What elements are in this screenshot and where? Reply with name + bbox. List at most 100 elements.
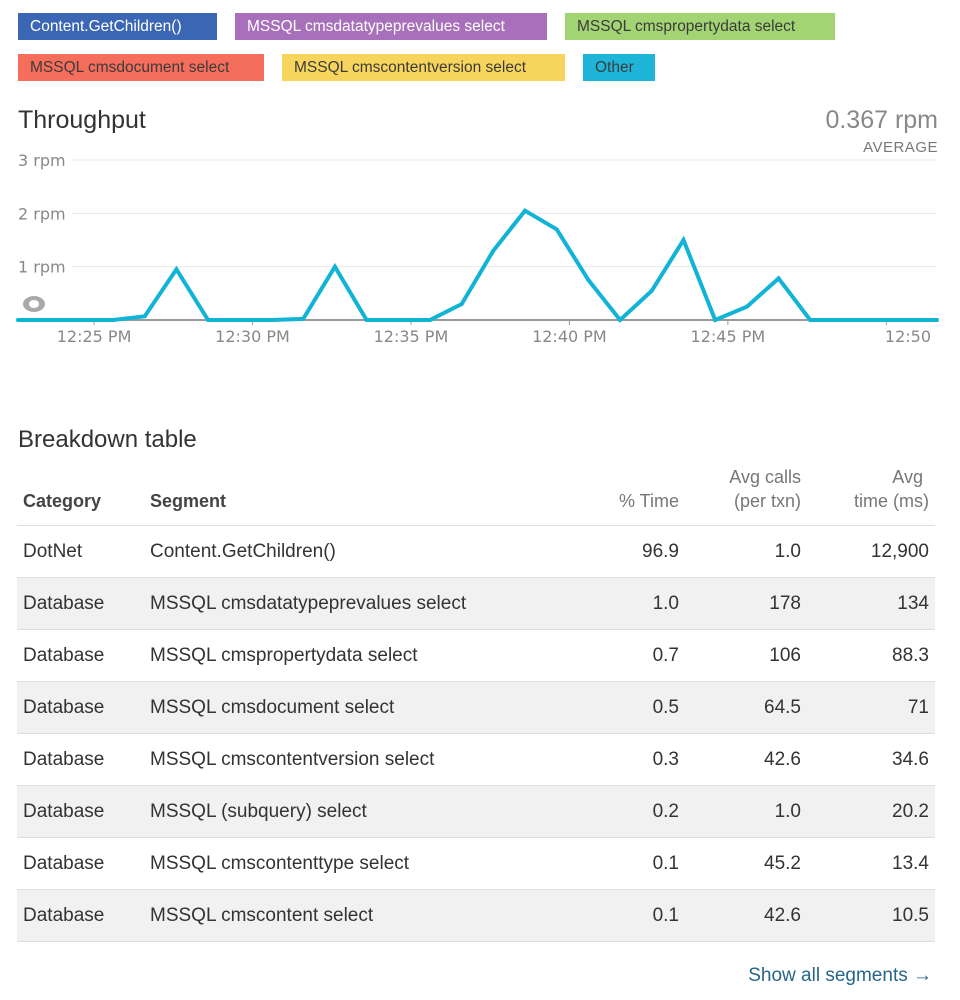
x-tick-label: 12:45 PM (691, 327, 766, 346)
x-tick-label: 12:40 PM (532, 327, 607, 346)
cell-avg-calls: 1.0 (685, 525, 807, 578)
cell-avg-calls: 178 (685, 577, 807, 630)
data-point (111, 318, 116, 322)
throughput-title: Throughput (18, 106, 146, 134)
cell-avg-calls: 64.5 (685, 681, 807, 734)
cell-segment-link[interactable]: MSSQL cmsdocument select (144, 681, 587, 734)
data-point (142, 314, 147, 319)
cell-segment-link[interactable]: MSSQL cmscontent select (144, 889, 587, 942)
header-avg-time-line1: Avg (892, 467, 923, 487)
data-point (269, 318, 274, 322)
cell-time-pct: 0.1 (587, 889, 685, 942)
cell-avg-time: 20.2 (807, 785, 935, 838)
cell-segment-link[interactable]: MSSQL cmsdatatypeprevalues select (144, 577, 587, 630)
cell-avg-time: 134 (807, 577, 935, 630)
chart-x-tick-labels: 12:25 PM 12:30 PM 12:35 PM 12:40 PM 12:45 PM… (57, 320, 931, 346)
cell-category: Database (17, 577, 144, 630)
data-point (586, 278, 591, 282)
data-point (459, 302, 464, 306)
cell-segment: Content.GetChildren() (144, 525, 587, 578)
legend-chip-cmspropertydata[interactable]: MSSQL cmspropertydata select (565, 13, 835, 40)
x-tick-label: 12:25 PM (57, 327, 132, 346)
data-point (364, 318, 369, 322)
header-avg-calls-line2: (per txn) (733, 491, 801, 511)
cell-avg-time: 12,900 (807, 525, 935, 578)
data-point (427, 318, 432, 322)
cell-category: Database (17, 837, 144, 890)
data-point (16, 318, 20, 322)
data-point (47, 318, 52, 322)
data-point (396, 318, 401, 322)
throughput-chart: 3 rpm 2 rpm 1 rpm 12:25 PM 12:30 PM 12:35 PM… (16, 151, 939, 346)
y-tick-label: 3 rpm (18, 151, 66, 170)
data-point (903, 318, 908, 322)
table-header-row: Category Segment % Time Avg calls (per t… (17, 465, 935, 526)
cell-category: DotNet (17, 525, 144, 578)
legend-chip-other[interactable]: Other (583, 54, 655, 81)
data-point (174, 267, 179, 272)
cell-segment-link[interactable]: MSSQL (subquery) select (144, 785, 587, 838)
data-point (808, 318, 813, 322)
cell-segment-link[interactable]: MSSQL cmscontenttype select (144, 837, 587, 890)
data-point (79, 318, 84, 322)
data-point (554, 227, 559, 232)
cell-avg-time: 10.5 (807, 889, 935, 942)
table-row: Database MSSQL cmspropertydata select 0.… (17, 629, 935, 682)
data-point (681, 238, 686, 242)
y-tick-label: 1 rpm (18, 258, 66, 277)
cell-category: Database (17, 785, 144, 838)
cell-avg-time: 34.6 (807, 733, 935, 786)
data-point (491, 248, 496, 253)
series-line-throughput (18, 208, 937, 323)
cell-avg-calls: 1.0 (685, 785, 807, 838)
cell-time-pct: 0.5 (587, 681, 685, 734)
cell-avg-calls: 106 (685, 629, 807, 682)
cell-avg-calls: 45.2 (685, 837, 807, 890)
throughput-average-value: 0.367 rpm (825, 106, 938, 134)
cell-category: Database (17, 889, 144, 942)
data-point (713, 318, 718, 322)
data-point (618, 318, 623, 322)
cell-avg-time: 88.3 (807, 629, 935, 682)
cell-time-pct: 0.3 (587, 733, 685, 786)
header-segment[interactable]: Segment (144, 465, 587, 526)
table-row: Database MSSQL cmscontenttype select 0.1… (17, 837, 935, 890)
cell-segment-link[interactable]: MSSQL cmscontentversion select (144, 733, 587, 786)
header-avg-time[interactable]: Avg time (ms) (807, 465, 935, 526)
table-row: Database MSSQL cmsdatatypeprevalues sele… (17, 577, 935, 630)
data-point (523, 208, 528, 213)
table-row: Database MSSQL cmscontent select 0.1 42.… (17, 889, 935, 942)
legend-chip-cmsdocument[interactable]: MSSQL cmsdocument select (18, 54, 264, 81)
cell-time-pct: 0.7 (587, 629, 685, 682)
legend-chip-cmscontentversion[interactable]: MSSQL cmscontentversion select (282, 54, 565, 81)
x-tick-label: 12:50 (885, 327, 931, 346)
cell-time-pct: 0.2 (587, 785, 685, 838)
legend-chip-cmsdatatypeprevalues[interactable]: MSSQL cmsdatatypeprevalues select (235, 13, 547, 40)
throughput-average-label: AVERAGE (863, 139, 938, 156)
header-avg-time-line2: time (ms) (854, 491, 929, 511)
data-point (206, 318, 211, 322)
data-point (332, 264, 337, 269)
chart-loading-indicator-icon[interactable] (23, 296, 45, 312)
cell-category: Database (17, 733, 144, 786)
show-all-segments-link[interactable]: Show all segments → (748, 965, 932, 986)
x-tick-label: 12:35 PM (374, 327, 449, 346)
data-point (301, 316, 306, 321)
data-point (776, 276, 781, 281)
cell-segment-link[interactable]: MSSQL cmspropertydata select (144, 629, 587, 682)
data-point (649, 288, 654, 293)
breakdown-table-title: Breakdown table (18, 426, 197, 453)
cell-time-pct: 0.1 (587, 837, 685, 890)
cell-avg-calls: 42.6 (685, 889, 807, 942)
data-point (935, 318, 939, 322)
table-row: Database MSSQL cmsdocument select 0.5 64… (17, 681, 935, 734)
header-time-pct[interactable]: % Time (587, 465, 685, 526)
data-point (839, 318, 844, 322)
header-avg-calls-line1: Avg calls (729, 467, 801, 487)
data-point (237, 318, 242, 322)
header-avg-calls[interactable]: Avg calls (per txn) (685, 465, 807, 526)
breakdown-table: Category Segment % Time Avg calls (per t… (17, 465, 935, 942)
y-tick-label: 2 rpm (18, 204, 66, 223)
header-category[interactable]: Category (17, 465, 144, 526)
legend-chip-content-getchildren[interactable]: Content.GetChildren() (18, 13, 217, 40)
